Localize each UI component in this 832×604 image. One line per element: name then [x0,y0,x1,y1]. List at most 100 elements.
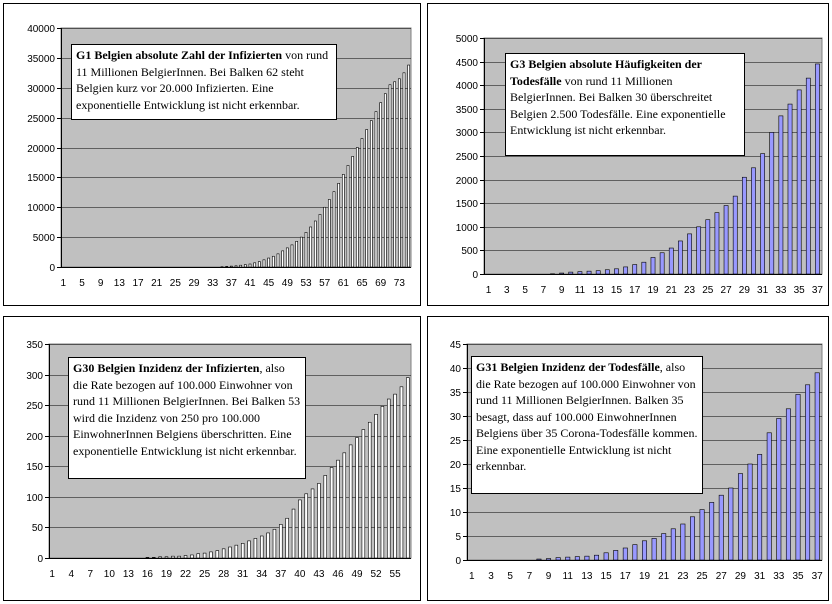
bar [741,176,747,275]
annotation-box-g1: G1 Belgien absolute Zahl der Infizierten… [71,44,337,120]
bar [262,259,266,268]
annotation-text-g3: von rund 11 Millionen BelgierInnen. Bei … [510,73,726,138]
x-tick-label: 45 [263,278,275,289]
y-tick-label: 500 [461,246,478,257]
bar [355,437,359,559]
bar [383,93,387,268]
x-tick-label: 15 [611,285,623,296]
bar [546,558,552,561]
x-tick-label: 31 [757,285,769,296]
y-tick-label: 10 [450,508,462,519]
x-tick-label: 40 [294,569,306,580]
bar [399,386,404,559]
x-tick-label: 9 [559,285,565,296]
x-tick-label: 27 [721,285,733,296]
bar [374,111,378,268]
bar [323,206,327,268]
x-tick-label: 43 [313,569,325,580]
bar [158,556,162,559]
bar [369,120,373,268]
annotation-box-g3: G3 Belgien absolute Häufigkeiten der Tod… [505,53,745,156]
bar [709,502,715,561]
bar [323,475,327,559]
x-tick-label: 21 [666,285,678,296]
bar [346,165,350,268]
bar [661,533,667,561]
x-tick-label: 5 [507,571,513,582]
y-tick-label: 45 [450,340,462,351]
x-tick-label: 31 [754,571,766,582]
bar [614,268,619,275]
x-tick-label: 25 [170,278,182,289]
y-tick-label: 3000 [456,128,479,139]
bar [393,393,397,559]
x-tick-label: 23 [684,285,696,296]
bar [361,429,366,559]
x-tick-label: 13 [114,278,126,289]
bar [699,509,705,561]
y-tick-label: 25000 [27,114,55,125]
x-tick-label: 19 [161,569,173,580]
x-tick-label: 37 [812,285,824,296]
bar [586,270,592,275]
y-tick-label: 10000 [27,203,55,214]
bar [225,266,229,268]
bar [406,377,410,559]
x-tick-label: 37 [226,278,238,289]
annotation-box-g31: G31 Belgien Inzidenz der Todesfälle, als… [471,356,703,494]
bar [766,432,772,561]
bar [670,528,676,561]
bar [228,546,232,559]
x-tick-label: 17 [132,278,144,289]
bar [348,444,353,559]
x-tick-label: 21 [151,278,163,289]
x-tick-label: 5 [522,285,528,296]
bar [568,271,574,275]
bar [380,406,385,559]
x-tick-label: 19 [639,571,651,582]
bar [285,247,289,268]
x-tick-label: 31 [237,569,249,580]
bar [687,233,692,275]
y-tick-label: 30000 [27,84,55,95]
x-tick-label: 29 [735,571,747,582]
x-tick-label: 49 [351,569,363,580]
bar [276,253,280,268]
bar [668,247,674,275]
bar [393,81,397,268]
bar [632,544,638,561]
chart-panel-g3: 0 500 1000 1500 2000 2500 3000 3500 4000 4500 5000… [427,3,829,306]
y-tick-label: 350 [26,340,43,351]
y-tick-label: 200 [26,432,43,443]
y-tick-label: 15 [450,484,462,495]
bar [787,103,793,275]
bar [257,261,261,268]
y-tick-label: 150 [26,462,43,473]
y-tick-label: 25 [450,436,462,447]
x-tick-label: 7 [541,285,547,296]
bar [304,493,308,559]
bar [641,261,647,275]
bar [152,557,156,559]
bar [714,212,720,275]
x-tick-label: 25 [697,571,709,582]
x-tick-label: 11 [563,571,574,582]
chart-panel-g1: 0 5000 10000 15000 20000 25000 30000 35000 40000… [3,3,421,306]
bar [290,244,294,268]
bar [594,554,599,561]
bar [360,138,364,268]
y-tick-label: 3500 [456,105,479,116]
bar [623,266,628,275]
y-tick-label: 4500 [456,58,479,69]
bar [248,263,252,268]
x-tick-label: 19 [647,285,659,296]
bar [281,250,285,268]
bar [737,473,743,561]
bar [240,543,245,559]
x-tick-label: 33 [775,285,787,296]
x-tick-label: 27 [716,571,728,582]
y-tick-label: 5000 [456,34,479,45]
bar [298,499,302,559]
bar [751,167,756,275]
x-tick-label: 35 [794,285,806,296]
